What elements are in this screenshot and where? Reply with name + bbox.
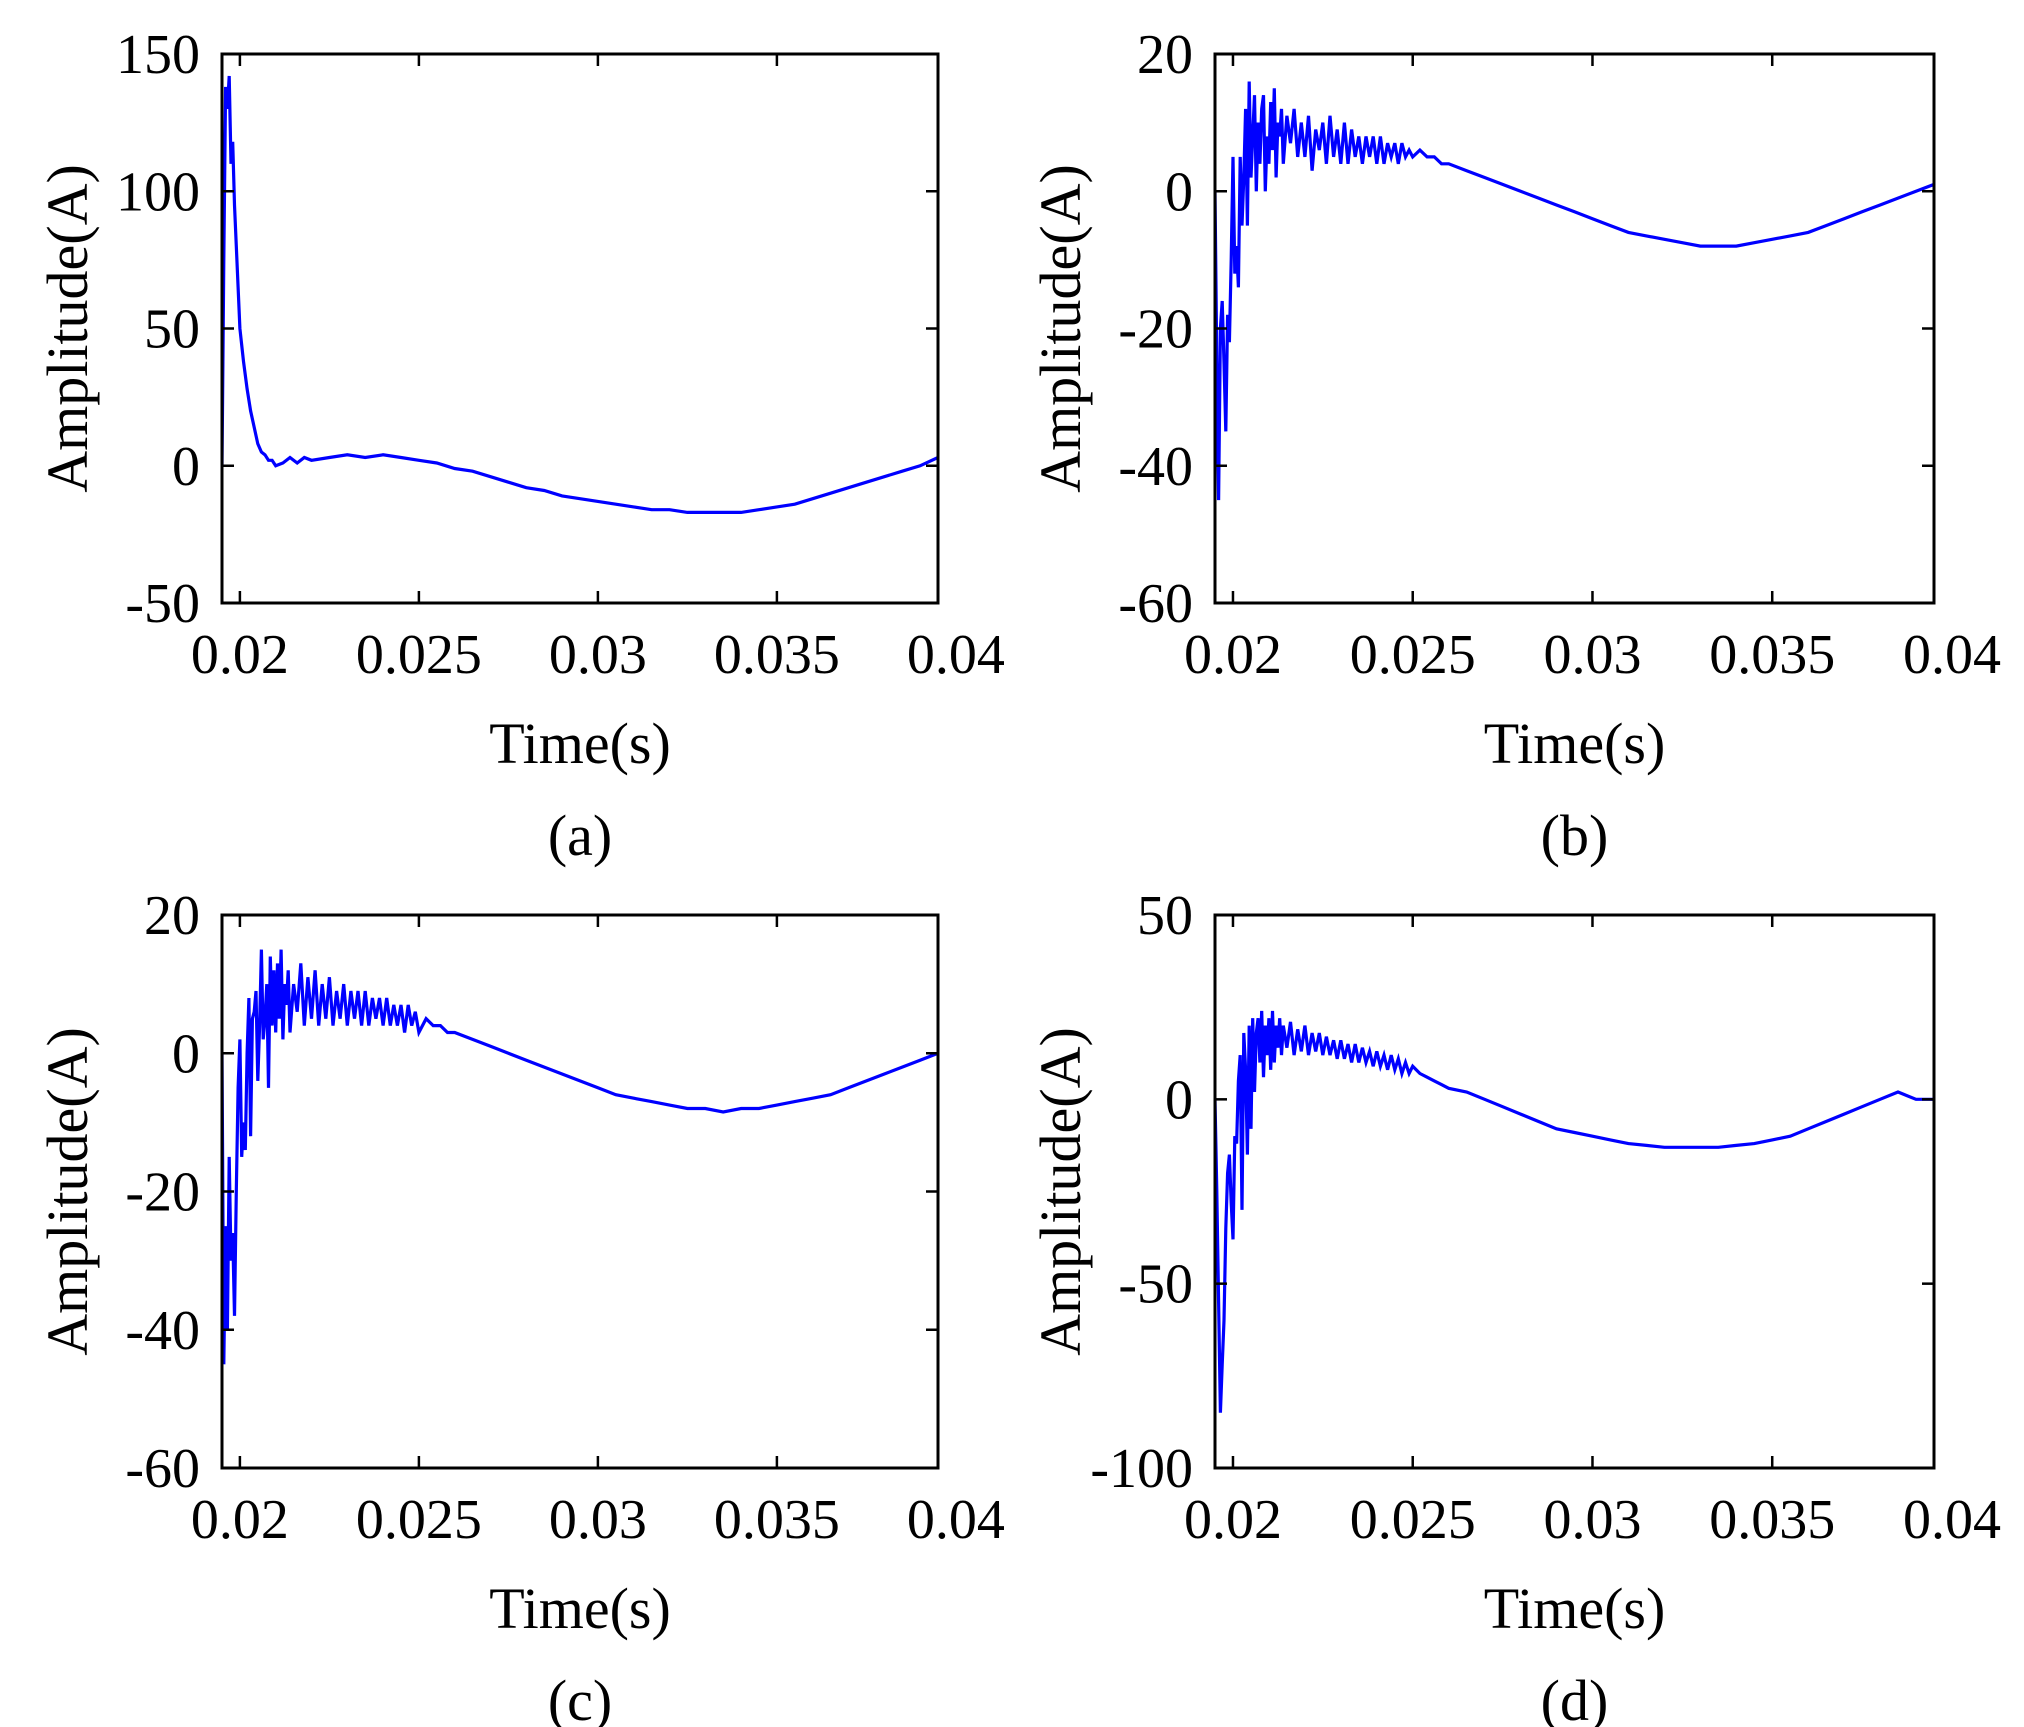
- x-tick-label-b-0: 0.02: [1184, 624, 1282, 686]
- y-axis-label-a: Amplitude(A): [35, 164, 100, 493]
- y-tick-label-c-4: 20: [144, 885, 200, 947]
- x-tick-label-d-2: 0.03: [1543, 1489, 1641, 1551]
- x-tick-label-c-4: 0.04: [907, 1489, 1005, 1551]
- y-axis-label-c: Amplitude(A): [35, 1027, 100, 1356]
- panel-label-c: (c): [548, 1668, 612, 1727]
- y-tick-label-a-1: 0: [172, 436, 200, 498]
- y-tick-label-d-1: -50: [1118, 1254, 1193, 1316]
- series-line-c-0: [222, 949, 938, 1365]
- x-tick-label-a-4: 0.04: [907, 624, 1005, 686]
- axes-box-a: [220, 52, 940, 605]
- y-axis-label-d: Amplitude(A): [1028, 1027, 1093, 1356]
- series-line-d-0: [1215, 1010, 1934, 1413]
- series-line-a-0: [222, 75, 938, 515]
- x-tick-label-b-2: 0.03: [1543, 624, 1641, 686]
- x-tick-label-c-0: 0.02: [191, 1489, 289, 1551]
- y-tick-label-a-4: 150: [116, 24, 200, 86]
- y-tick-label-b-1: -40: [1118, 436, 1193, 498]
- chart-panel-c: 0.02 0.025 0.03 0.035 0.04 -60 -40 -20 0 20 Time(s…: [35, 885, 1005, 1727]
- x-tick-label-c-3: 0.035: [714, 1489, 840, 1551]
- panel-label-a: (a): [548, 803, 612, 868]
- x-axis-label-a: Time(s): [489, 711, 671, 776]
- panel-label-b: (b): [1541, 803, 1609, 868]
- y-tick-label-a-0: -50: [125, 573, 200, 635]
- y-tick-label-c-0: -60: [125, 1438, 200, 1500]
- y-tick-label-d-2: 0: [1165, 1069, 1193, 1131]
- x-tick-label-b-1: 0.025: [1350, 624, 1476, 686]
- y-tick-label-c-3: 0: [172, 1023, 200, 1085]
- y-tick-label-a-3: 100: [116, 161, 200, 223]
- y-tick-label-c-2: -20: [125, 1162, 200, 1224]
- x-tick-label-c-1: 0.025: [356, 1489, 482, 1551]
- y-tick-label-b-2: -20: [1118, 299, 1193, 361]
- x-tick-label-a-3: 0.035: [714, 624, 840, 686]
- y-tick-label-b-4: 20: [1137, 24, 1193, 86]
- chart-panel-a: 0.02 0.025 0.03 0.035 0.04 -50 0 50 100 150 Time(s…: [35, 24, 1005, 868]
- x-tick-label-d-4: 0.04: [1903, 1489, 2001, 1551]
- y-axis-label-b: Amplitude(A): [1028, 164, 1093, 493]
- chart-panel-b: 0.02 0.025 0.03 0.035 0.04 -60 -40 -20 0 20 Time(s…: [1028, 24, 2001, 868]
- y-tick-label-b-3: 0: [1165, 161, 1193, 223]
- x-tick-label-c-2: 0.03: [549, 1489, 647, 1551]
- x-tick-label-d-3: 0.035: [1709, 1489, 1835, 1551]
- y-tick-label-d-0: -100: [1090, 1438, 1193, 1500]
- x-axis-label-c: Time(s): [489, 1576, 671, 1641]
- chart-panel-d: 0.02 0.025 0.03 0.035 0.04 -100 -50 0 50 Time(s) A…: [1028, 885, 2001, 1727]
- panel-label-d: (d): [1541, 1668, 1609, 1727]
- x-tick-label-b-4: 0.04: [1903, 624, 2001, 686]
- x-tick-label-a-0: 0.02: [191, 624, 289, 686]
- y-tick-label-c-1: -40: [125, 1300, 200, 1362]
- x-axis-label-b: Time(s): [1484, 711, 1666, 776]
- x-axis-label-d: Time(s): [1484, 1576, 1666, 1641]
- series-line-b-0: [1215, 81, 1934, 501]
- x-tick-label-b-3: 0.035: [1709, 624, 1835, 686]
- x-tick-label-a-1: 0.025: [356, 624, 482, 686]
- y-tick-label-b-0: -60: [1118, 573, 1193, 635]
- x-tick-label-a-2: 0.03: [549, 624, 647, 686]
- x-tick-label-d-1: 0.025: [1350, 1489, 1476, 1551]
- x-tick-label-d-0: 0.02: [1184, 1489, 1282, 1551]
- y-tick-label-a-2: 50: [144, 299, 200, 361]
- y-tick-label-d-3: 50: [1137, 885, 1193, 947]
- axes-box-d: [1213, 913, 1936, 1470]
